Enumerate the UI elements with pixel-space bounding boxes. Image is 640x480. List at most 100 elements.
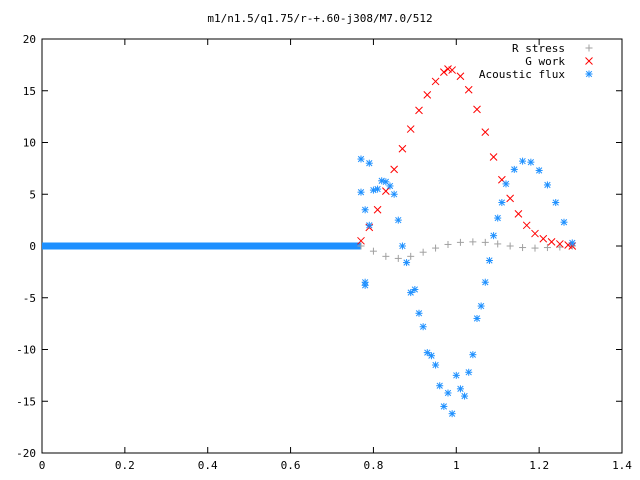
data-point (419, 323, 427, 331)
data-point (431, 77, 440, 86)
marker-stroke (560, 219, 568, 226)
data-point (556, 240, 564, 248)
y-tick-label: -5 (23, 292, 36, 305)
marker-stroke (585, 70, 593, 78)
y-tick-label: -15 (16, 395, 36, 408)
series-2 (357, 155, 576, 418)
data-point (365, 221, 373, 229)
data-point (535, 166, 543, 174)
data-point (560, 218, 568, 226)
data-point (552, 199, 560, 207)
data-point (489, 153, 498, 161)
data-point (514, 210, 523, 218)
marker-stroke (423, 91, 432, 99)
data-point (494, 214, 502, 222)
data-point (423, 91, 432, 99)
series-0 (357, 238, 576, 262)
data-point (365, 159, 373, 167)
y-tick-label: 20 (23, 33, 36, 46)
marker-stroke (390, 191, 398, 198)
legend-label: Acoustic flux (479, 68, 565, 81)
marker-stroke (361, 282, 369, 289)
data-point (369, 186, 377, 194)
data-point (403, 259, 411, 267)
data-point (440, 68, 448, 76)
data-point (357, 188, 365, 196)
data-point (527, 158, 535, 166)
data-point (519, 157, 527, 165)
data-point (477, 302, 485, 310)
marker-stroke (361, 206, 369, 213)
data-point (498, 199, 506, 207)
data-point (473, 314, 481, 322)
data-point (539, 234, 548, 243)
data-point (432, 361, 440, 369)
marker-stroke (522, 221, 531, 230)
marker-stroke (511, 166, 518, 173)
marker-stroke (448, 66, 456, 74)
data-point (373, 205, 382, 214)
marker-stroke (432, 361, 439, 369)
data-point (444, 240, 452, 248)
marker-stroke (370, 186, 377, 194)
marker-stroke (386, 182, 394, 190)
y-tick-label: -10 (16, 344, 36, 357)
marker-stroke (366, 160, 373, 167)
x-tick-label: 0 (39, 459, 46, 472)
marker-stroke (473, 315, 481, 322)
marker-stroke (373, 205, 382, 214)
marker-stroke (444, 65, 452, 73)
marker-stroke (428, 352, 435, 359)
data-point (502, 180, 510, 188)
marker-stroke (461, 392, 468, 400)
marker-stroke (506, 194, 514, 203)
marker-stroke (494, 214, 501, 222)
data-point (485, 256, 493, 264)
legend-marker (585, 57, 593, 65)
data-point (369, 247, 377, 255)
data-point (469, 238, 477, 246)
marker-stroke (547, 238, 556, 246)
marker-stroke (444, 389, 452, 397)
marker-stroke (357, 189, 365, 196)
y-tick-label: -20 (16, 447, 36, 460)
data-point (357, 236, 365, 245)
legend-marker (585, 44, 593, 52)
marker-stroke (519, 157, 526, 165)
legend-marker (585, 70, 593, 78)
data-point (543, 244, 551, 252)
legend-label: R stress (512, 42, 565, 55)
data-point (406, 125, 415, 133)
marker-stroke (465, 369, 472, 376)
marker-stroke (398, 144, 407, 153)
axes-group: 0 0.2 0.4 0.6 0.8 1 1.2 1.4 20 15 10 5 0 -5 -10 -15 -20 (16, 33, 632, 472)
data-point (374, 185, 382, 193)
marker-stroke (403, 259, 410, 266)
data-point (448, 66, 456, 74)
data-point (390, 190, 398, 198)
data-point (361, 281, 369, 289)
data-point (543, 181, 551, 189)
marker-stroke (448, 410, 456, 417)
data-point (465, 368, 473, 376)
marker-stroke (464, 85, 473, 94)
marker-stroke (498, 199, 506, 206)
marker-stroke (489, 153, 498, 161)
marker-stroke (406, 125, 415, 133)
data-point (510, 165, 518, 173)
data-point (456, 238, 464, 246)
data-point (357, 155, 365, 163)
marker-stroke (544, 181, 551, 189)
data-point (386, 182, 394, 190)
data-point (531, 244, 539, 252)
x-tick-label: 1.2 (529, 459, 549, 472)
x-tick-label: 0.8 (363, 459, 383, 472)
x-tick-label: 0.2 (115, 459, 135, 472)
marker-stroke (539, 234, 548, 243)
marker-stroke (411, 286, 419, 293)
marker-stroke (556, 240, 564, 248)
marker-stroke (502, 180, 510, 188)
marker-stroke (498, 175, 506, 184)
